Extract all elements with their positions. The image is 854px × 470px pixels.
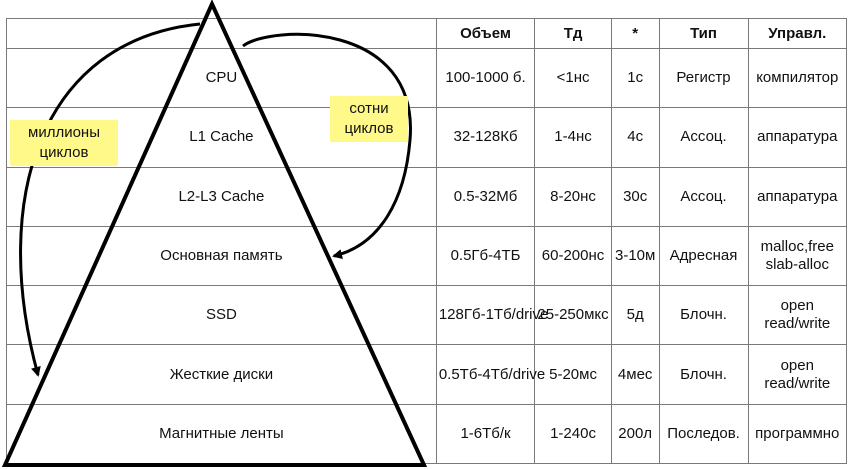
volume-cell: 100-1000 б. — [435, 47, 536, 109]
td-cell: <1нс — [534, 47, 612, 109]
control-cell: malloc,free slab-alloc — [747, 225, 848, 287]
memory-hierarchy-table: Объем Тд * Тип Управл. CPU 100-1000 б. <… — [6, 18, 848, 465]
control-cell: программно — [747, 403, 848, 465]
td-cell: 1-240с — [534, 403, 612, 465]
type-cell: Регистр — [658, 47, 749, 109]
volume-cell: 0.5Тб-4Тб/drive — [435, 344, 545, 405]
star-cell: 5д — [610, 285, 660, 346]
type-cell: Ассоц. — [658, 166, 749, 227]
type-cell: Блочн. — [658, 344, 749, 405]
table-row: SSD 128Гб-1Тб/drive 25-250мкс 5д Блочн. … — [6, 285, 848, 346]
control-cell: компилятор — [747, 47, 848, 109]
header-control: Управл. — [747, 18, 848, 49]
star-cell: 1с — [610, 47, 660, 109]
volume-cell: 0.5Гб-4ТБ — [435, 225, 536, 287]
type-cell: Ассоц. — [658, 107, 749, 168]
volume-cell: 1-6Тб/к — [435, 403, 536, 465]
volume-cell: 128Гб-1Тб/drive — [435, 285, 548, 346]
header-star: * — [610, 18, 660, 49]
star-cell: 4с — [610, 107, 660, 168]
level-label: SSD — [6, 285, 437, 346]
volume-cell: 32-128Кб — [435, 107, 536, 168]
level-label: Основная память — [6, 225, 437, 287]
table-row: CPU 100-1000 б. <1нс 1с Регистр компилят… — [6, 47, 848, 109]
control-cell: open read/write — [747, 285, 848, 346]
note-millions-cycles: миллионы циклов — [10, 120, 118, 166]
header-td: Тд — [534, 18, 612, 49]
volume-cell: 0.5-32Мб — [435, 166, 536, 227]
star-cell: 3-10м — [610, 225, 660, 287]
star-cell: 200л — [610, 403, 660, 465]
table-row: Основная память 0.5Гб-4ТБ 60-200нс 3-10м… — [6, 225, 848, 287]
star-cell: 30с — [610, 166, 660, 227]
header-type: Тип — [658, 18, 749, 49]
note-hundreds-cycles: сотни циклов — [330, 96, 408, 142]
level-label: Жесткие диски — [6, 344, 437, 405]
header-level — [6, 18, 437, 49]
type-cell: Блочн. — [658, 285, 749, 346]
table-header-row: Объем Тд * Тип Управл. — [6, 18, 848, 49]
td-cell: 5-20мс — [534, 344, 612, 405]
level-label: L2-L3 Cache — [6, 166, 437, 227]
level-label: Магнитные ленты — [6, 403, 437, 465]
td-cell: 25-250мкс — [534, 285, 612, 346]
table-row: L1 Cache 32-128Кб 1-4нс 4с Ассоц. аппара… — [6, 107, 848, 168]
type-cell: Адресная — [658, 225, 749, 287]
header-volume: Объем — [435, 18, 536, 49]
td-cell: 60-200нс — [534, 225, 612, 287]
control-cell: open read/write — [747, 344, 848, 405]
type-cell: Последов. — [658, 403, 749, 465]
control-cell: аппаратура — [747, 166, 848, 227]
table-row: L2-L3 Cache 0.5-32Мб 8-20нс 30с Ассоц. а… — [6, 166, 848, 227]
td-cell: 1-4нс — [534, 107, 612, 168]
star-cell: 4мес — [610, 344, 660, 405]
control-cell: аппаратура — [747, 107, 848, 168]
table-row: Магнитные ленты 1-6Тб/к 1-240с 200л Посл… — [6, 403, 848, 465]
td-cell: 8-20нс — [534, 166, 612, 227]
table-row: Жесткие диски 0.5Тб-4Тб/drive 5-20мс 4ме… — [6, 344, 848, 405]
